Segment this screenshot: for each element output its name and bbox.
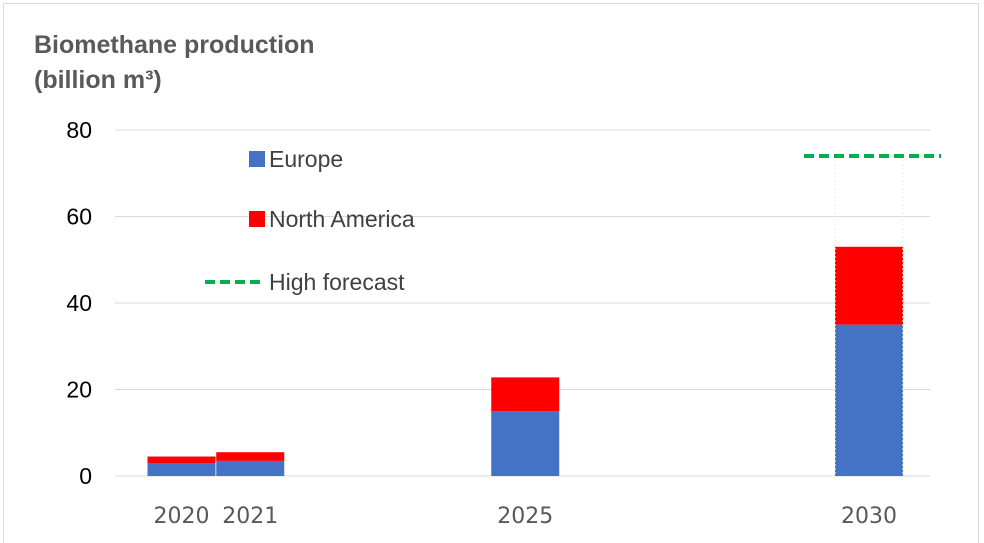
high-forecast	[804, 153, 941, 476]
bar-europe-2025	[491, 411, 560, 476]
bar-north-america-2030	[835, 246, 903, 325]
bars	[147, 246, 903, 476]
chart-frame	[3, 3, 979, 543]
x-tick-label-2030: 2030	[841, 504, 897, 529]
chart-title-line2: (billion m³)	[34, 66, 162, 94]
y-tick-label-80: 80	[66, 117, 92, 143]
bar-europe-2021	[216, 460, 285, 476]
x-axis-ticks: 2020 2021 2025 2030	[154, 504, 898, 529]
bar-europe-2020	[147, 463, 216, 476]
y-axis-ticks: 0 20 40 60 80	[66, 117, 92, 489]
chart-title: Biomethane production (billion m³)	[34, 28, 315, 98]
x-tick-label-2020: 2020	[154, 504, 210, 529]
bar-europe-2030	[835, 324, 903, 476]
legend-label-europe: Europe	[269, 146, 343, 172]
chart-title-line1: Biomethane production	[34, 31, 315, 59]
legend-label-north-america: North America	[269, 206, 415, 232]
y-tick-label-60: 60	[66, 204, 92, 230]
y-tick-label-20: 20	[66, 377, 92, 403]
bar-north-america-2025	[491, 377, 560, 412]
legend: Europe North America High forecast	[205, 146, 415, 295]
y-tick-label-0: 0	[79, 463, 92, 489]
y-tick-label-40: 40	[66, 290, 92, 316]
legend-swatch-europe	[249, 151, 265, 167]
legend-swatch-north-america	[249, 211, 265, 227]
legend-label-high-forecast: High forecast	[269, 269, 405, 295]
x-tick-label-2021: 2021	[222, 504, 278, 529]
x-tick-label-2025: 2025	[497, 504, 553, 529]
bar-north-america-2020	[147, 456, 216, 464]
bar-north-america-2021	[216, 452, 285, 461]
